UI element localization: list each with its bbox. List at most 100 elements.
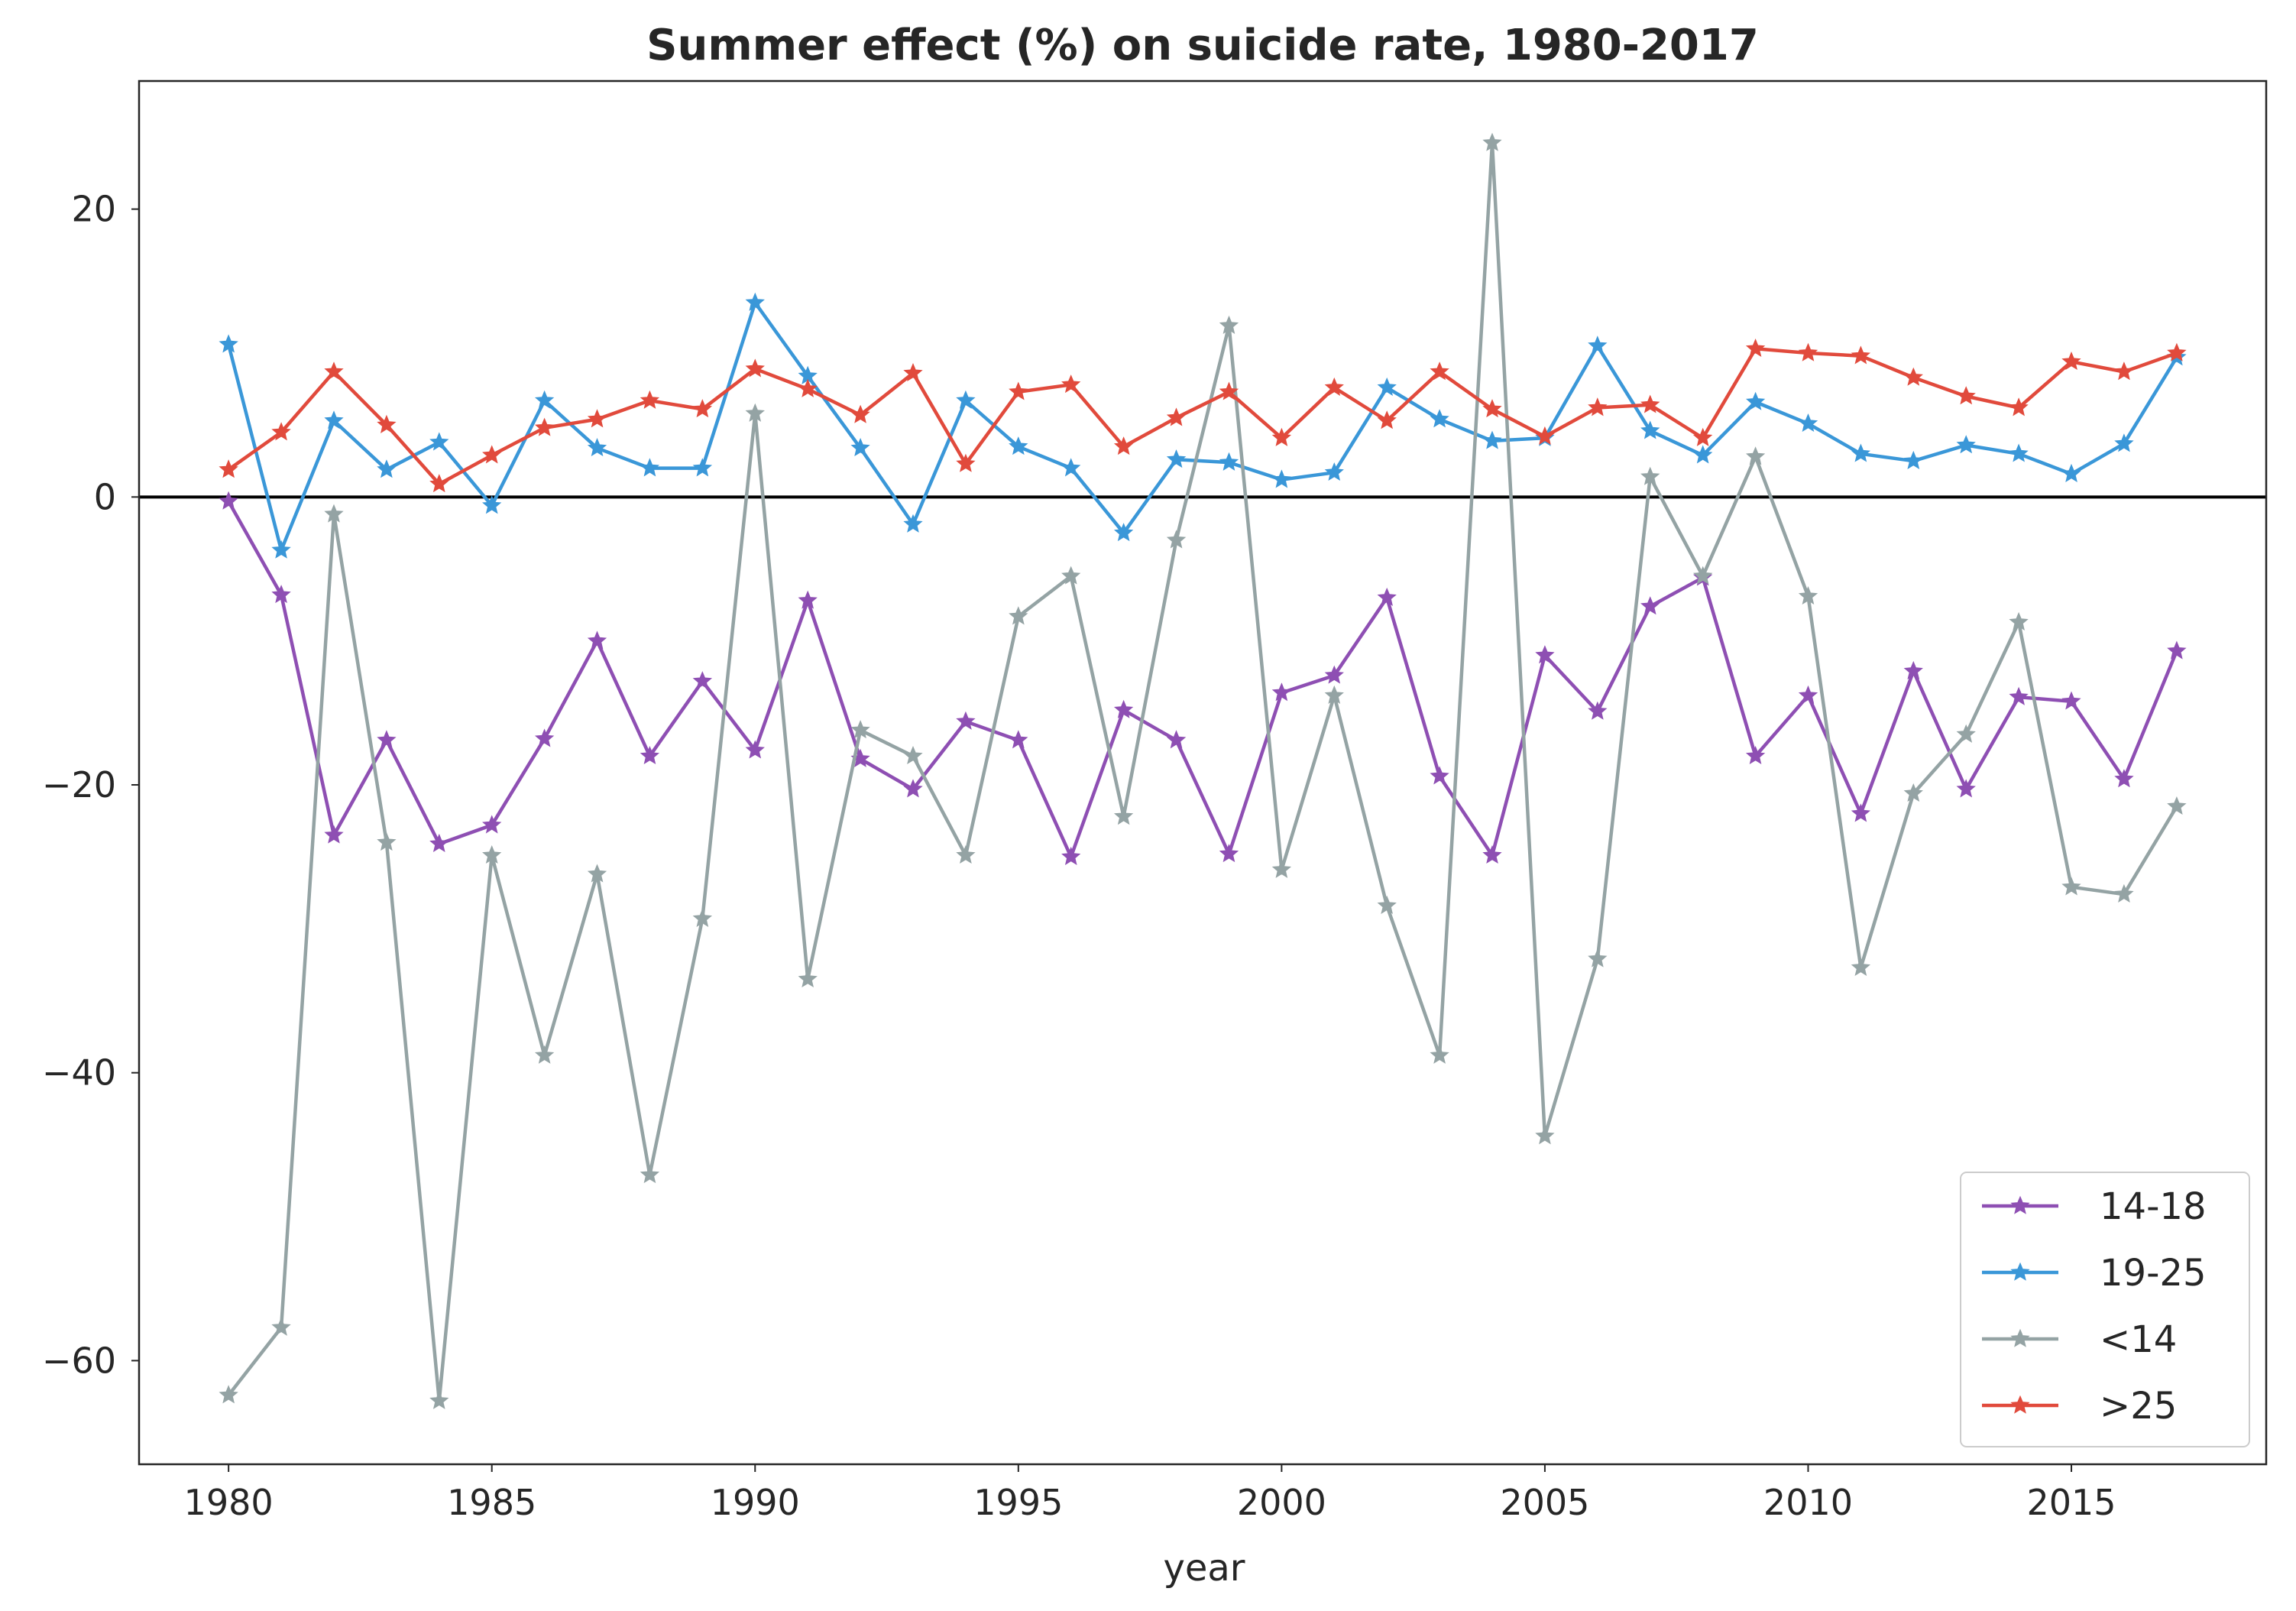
x-tick-label: 2015 xyxy=(2026,1482,2116,1523)
data-point-lt14-1999 xyxy=(1219,315,1239,334)
data-point-14-18-2010 xyxy=(1798,685,1818,704)
data-point-gt25-2016 xyxy=(2114,361,2134,381)
y-tick-label: −20 xyxy=(42,764,116,806)
data-point-14-18-1993 xyxy=(903,779,923,798)
y-tick-label: 20 xyxy=(71,189,116,230)
data-point-14-18-1998 xyxy=(1166,730,1187,749)
legend-marker xyxy=(2010,1195,2030,1214)
x-tick-label: 2000 xyxy=(1237,1482,1326,1523)
data-point-19-25-1992 xyxy=(850,438,870,457)
data-point-19-25-1980 xyxy=(219,334,238,353)
data-point-14-18-1996 xyxy=(1061,846,1081,865)
data-point-gt25-1986 xyxy=(534,417,555,436)
data-point-19-25-1994 xyxy=(956,390,976,409)
data-point-14-18-1982 xyxy=(324,825,344,844)
data-point-gt25-1991 xyxy=(798,378,818,397)
data-point-lt14-2009 xyxy=(1745,446,1766,465)
data-point-lt14-1980 xyxy=(219,1385,238,1404)
data-point-lt14-2008 xyxy=(1692,566,1713,585)
data-point-19-25-2009 xyxy=(1745,391,1766,410)
data-point-lt14-1983 xyxy=(377,831,397,851)
data-point-lt14-1997 xyxy=(1113,806,1134,825)
data-point-19-25-1996 xyxy=(1061,458,1081,477)
data-point-14-18-2014 xyxy=(2009,686,2029,705)
data-point-14-18-1990 xyxy=(745,740,765,759)
x-tick-label: 1985 xyxy=(447,1482,536,1523)
data-point-14-18-2015 xyxy=(2061,691,2081,710)
data-point-lt14-1991 xyxy=(798,968,818,988)
data-point-19-25-1984 xyxy=(429,432,449,451)
data-point-gt25-2008 xyxy=(1692,427,1713,446)
x-tick-label: 1995 xyxy=(973,1482,1063,1523)
data-point-lt14-2004 xyxy=(1482,132,1502,151)
series-14-18 xyxy=(219,491,2187,865)
data-point-lt14-1987 xyxy=(587,864,607,883)
x-tick-label: 2010 xyxy=(1763,1482,1853,1523)
y-tick-label: 0 xyxy=(94,476,116,517)
data-point-19-25-2014 xyxy=(2009,443,2029,462)
data-point-14-18-1980 xyxy=(219,491,238,510)
plot-frame xyxy=(138,79,2268,1466)
data-point-14-18-1985 xyxy=(482,815,502,834)
data-point-gt25-1988 xyxy=(640,390,660,409)
data-point-19-25-2015 xyxy=(2061,463,2081,482)
data-point-19-25-2008 xyxy=(1692,445,1713,464)
data-point-19-25-1985 xyxy=(482,495,502,514)
data-point-gt25-1984 xyxy=(429,474,449,493)
data-point-gt25-1983 xyxy=(377,414,397,433)
data-point-19-25-2011 xyxy=(1851,443,1871,462)
data-point-gt25-2006 xyxy=(1588,397,1608,417)
data-point-lt14-2015 xyxy=(2061,877,2081,896)
data-point-14-18-2007 xyxy=(1640,596,1660,615)
data-point-gt25-1999 xyxy=(1219,381,1239,400)
data-point-lt14-1992 xyxy=(850,720,870,739)
legend-item-lt14: <14 xyxy=(1982,1318,2177,1361)
data-point-lt14-1995 xyxy=(1009,606,1028,625)
data-point-lt14-1994 xyxy=(956,845,976,864)
series-line-gt25 xyxy=(227,347,2178,486)
data-point-14-18-1981 xyxy=(271,585,291,604)
legend-label: 19-25 xyxy=(2100,1252,2206,1295)
data-point-lt14-2010 xyxy=(1798,585,1818,605)
data-point-lt14-2007 xyxy=(1640,466,1660,485)
data-point-lt14-1982 xyxy=(324,504,344,523)
data-point-19-25-2016 xyxy=(2114,433,2134,452)
data-point-gt25-2001 xyxy=(1324,377,1344,396)
data-point-14-18-2012 xyxy=(1903,660,1923,679)
data-point-lt14-1981 xyxy=(271,1317,291,1336)
plot-area xyxy=(139,132,2266,1409)
data-point-14-18-2009 xyxy=(1745,745,1766,765)
data-point-gt25-2005 xyxy=(1535,426,1555,445)
data-point-19-25-1988 xyxy=(640,458,660,477)
data-point-19-25-1989 xyxy=(692,458,713,477)
data-point-19-25-1990 xyxy=(745,292,765,311)
data-point-gt25-1982 xyxy=(324,361,344,381)
data-point-14-18-1989 xyxy=(692,671,713,690)
data-point-19-25-2000 xyxy=(1271,469,1292,488)
data-point-14-18-2013 xyxy=(1956,779,1976,798)
data-point-lt14-2012 xyxy=(1903,783,1923,802)
data-point-gt25-2013 xyxy=(1956,386,1976,405)
x-axis-label: year xyxy=(1163,1547,1245,1590)
data-point-gt25-1993 xyxy=(903,362,923,382)
data-point-19-25-2006 xyxy=(1588,335,1608,355)
data-point-14-18-2011 xyxy=(1851,803,1871,822)
data-point-gt25-1980 xyxy=(219,459,238,478)
data-point-gt25-2009 xyxy=(1745,338,1766,358)
legend: 14-18 19-25 <14 >25 xyxy=(1960,1172,2250,1447)
data-point-14-18-1999 xyxy=(1219,844,1239,863)
data-point-14-18-1991 xyxy=(798,590,818,609)
data-point-14-18-2006 xyxy=(1588,701,1608,720)
data-point-gt25-2000 xyxy=(1271,427,1292,446)
data-point-lt14-1990 xyxy=(745,403,765,422)
x-tick-label: 2005 xyxy=(1500,1482,1589,1523)
data-point-lt14-1989 xyxy=(692,908,713,927)
legend-marker xyxy=(2010,1328,2030,1347)
data-point-19-25-1993 xyxy=(903,514,923,533)
data-point-lt14-2014 xyxy=(2009,611,2029,630)
data-point-14-18-2005 xyxy=(1535,645,1555,664)
data-point-gt25-1997 xyxy=(1113,436,1134,455)
data-point-gt25-2010 xyxy=(1798,342,1818,361)
